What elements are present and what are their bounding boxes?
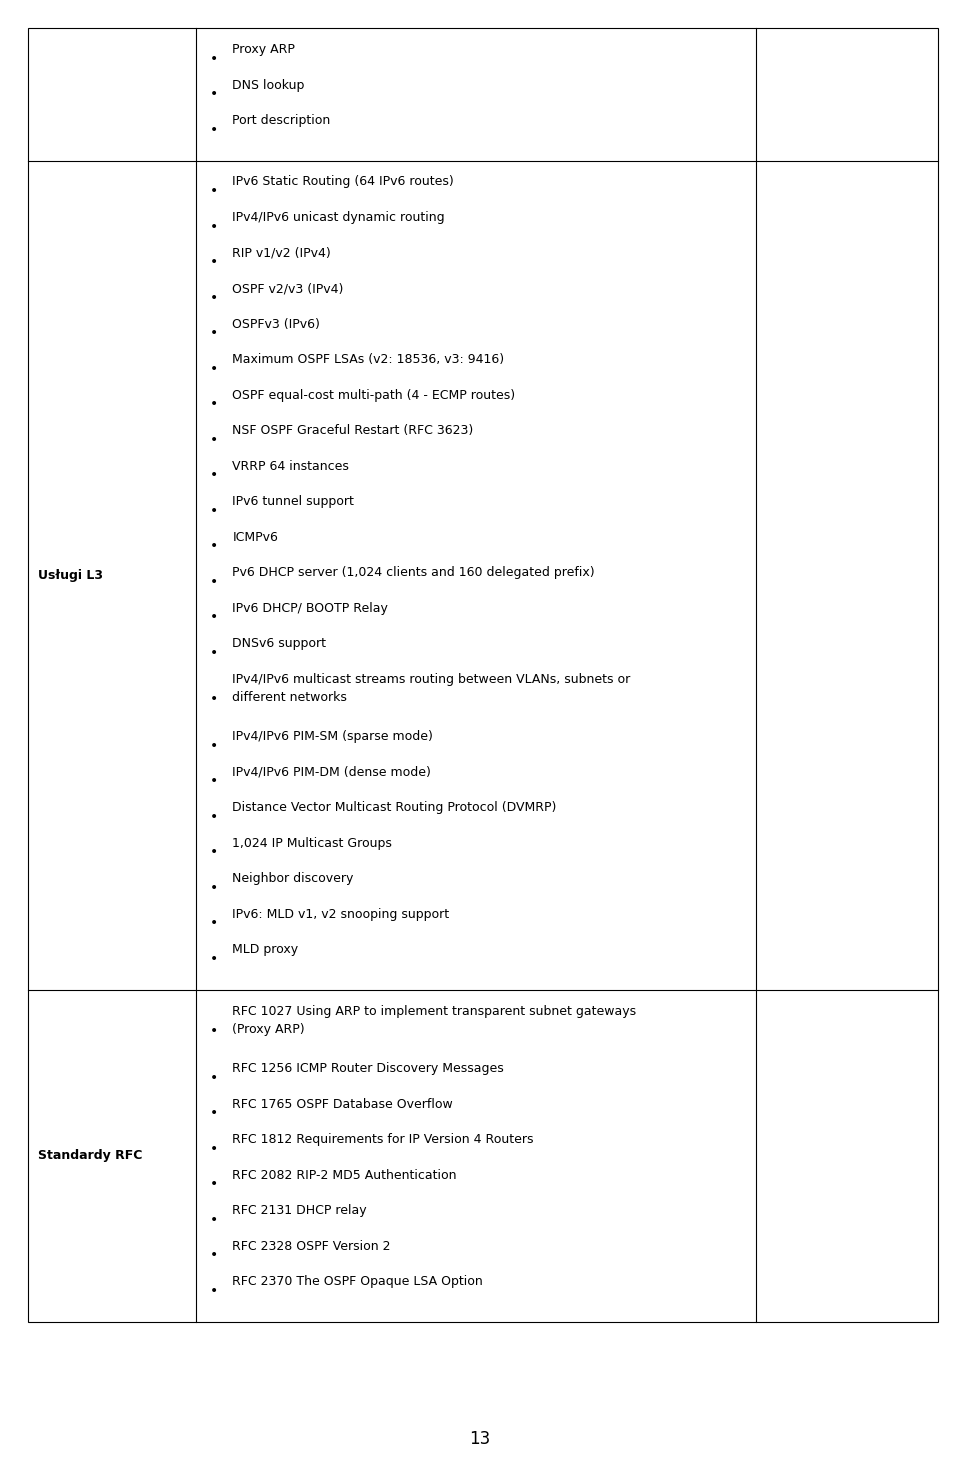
Text: RFC 1812 Requirements for IP Version 4 Routers: RFC 1812 Requirements for IP Version 4 R…: [232, 1134, 534, 1145]
Text: •: •: [210, 1024, 219, 1039]
Text: •: •: [210, 646, 219, 659]
Text: IPv6 tunnel support: IPv6 tunnel support: [232, 495, 354, 508]
Text: •: •: [210, 1177, 219, 1191]
Text: •: •: [210, 362, 219, 376]
Text: Pv6 DHCP server (1,024 clients and 160 delegated prefix): Pv6 DHCP server (1,024 clients and 160 d…: [232, 566, 595, 579]
Text: Port description: Port description: [232, 114, 330, 127]
Text: 1,024 IP Multicast Groups: 1,024 IP Multicast Groups: [232, 836, 393, 849]
Text: MLD proxy: MLD proxy: [232, 943, 299, 956]
Text: Proxy ARP: Proxy ARP: [232, 42, 296, 55]
Text: RFC 2082 RIP-2 MD5 Authentication: RFC 2082 RIP-2 MD5 Authentication: [232, 1169, 457, 1182]
Text: IPv4/IPv6 PIM-SM (sparse mode): IPv4/IPv6 PIM-SM (sparse mode): [232, 730, 433, 743]
Bar: [28, 28, 938, 1322]
Text: RFC 2131 DHCP relay: RFC 2131 DHCP relay: [232, 1204, 367, 1217]
Text: RFC 1027 Using ARP to implement transparent subnet gateways
(Proxy ARP): RFC 1027 Using ARP to implement transpar…: [232, 1004, 636, 1036]
Text: •: •: [210, 51, 219, 66]
Text: •: •: [210, 503, 219, 518]
Text: Neighbor discovery: Neighbor discovery: [232, 872, 353, 886]
Text: •: •: [210, 290, 219, 305]
Text: IPv6 DHCP/ BOOTP Relay: IPv6 DHCP/ BOOTP Relay: [232, 601, 388, 614]
Text: IPv4/IPv6 PIM-DM (dense mode): IPv4/IPv6 PIM-DM (dense mode): [232, 766, 431, 779]
Text: OSPF v2/v3 (IPv4): OSPF v2/v3 (IPv4): [232, 282, 344, 295]
Text: •: •: [210, 1284, 219, 1297]
Text: •: •: [210, 951, 219, 966]
Text: •: •: [210, 1249, 219, 1262]
Text: OSPF equal-cost multi-path (4 - ECMP routes): OSPF equal-cost multi-path (4 - ECMP rou…: [232, 388, 516, 401]
Text: •: •: [210, 255, 219, 270]
Text: RFC 1256 ICMP Router Discovery Messages: RFC 1256 ICMP Router Discovery Messages: [232, 1062, 504, 1075]
Text: Usługi L3: Usługi L3: [38, 569, 103, 582]
Text: •: •: [210, 88, 219, 101]
Text: IPv4/IPv6 multicast streams routing between VLANs, subnets or
different networks: IPv4/IPv6 multicast streams routing betw…: [232, 673, 631, 703]
Text: Distance Vector Multicast Routing Protocol (DVMRP): Distance Vector Multicast Routing Protoc…: [232, 801, 557, 814]
Text: •: •: [210, 123, 219, 137]
Text: IPv4/IPv6 unicast dynamic routing: IPv4/IPv6 unicast dynamic routing: [232, 212, 445, 225]
Text: Maximum OSPF LSAs (v2: 18536, v3: 9416): Maximum OSPF LSAs (v2: 18536, v3: 9416): [232, 353, 504, 366]
Text: •: •: [210, 1142, 219, 1156]
Text: •: •: [210, 1071, 219, 1084]
Text: Standardy RFC: Standardy RFC: [38, 1150, 142, 1161]
Text: •: •: [210, 881, 219, 894]
Text: ICMPv6: ICMPv6: [232, 531, 278, 544]
Text: RFC 2328 OSPF Version 2: RFC 2328 OSPF Version 2: [232, 1240, 391, 1252]
Text: VRRP 64 instances: VRRP 64 instances: [232, 460, 349, 473]
Text: •: •: [210, 610, 219, 624]
Text: •: •: [210, 692, 219, 706]
Text: •: •: [210, 775, 219, 788]
Text: •: •: [210, 327, 219, 340]
Text: •: •: [210, 575, 219, 589]
Text: IPv6: MLD v1, v2 snooping support: IPv6: MLD v1, v2 snooping support: [232, 907, 449, 921]
Text: OSPFv3 (IPv6): OSPFv3 (IPv6): [232, 318, 321, 331]
Text: •: •: [210, 220, 219, 233]
Text: •: •: [210, 1212, 219, 1227]
Text: NSF OSPF Graceful Restart (RFC 3623): NSF OSPF Graceful Restart (RFC 3623): [232, 425, 473, 438]
Text: •: •: [210, 916, 219, 931]
Text: IPv6 Static Routing (64 IPv6 routes): IPv6 Static Routing (64 IPv6 routes): [232, 175, 454, 188]
Text: DNS lookup: DNS lookup: [232, 79, 304, 92]
Text: 13: 13: [469, 1430, 491, 1447]
Text: •: •: [210, 540, 219, 553]
Text: •: •: [210, 468, 219, 483]
Text: •: •: [210, 433, 219, 446]
Text: DNSv6 support: DNSv6 support: [232, 638, 326, 651]
Text: RFC 2370 The OSPF Opaque LSA Option: RFC 2370 The OSPF Opaque LSA Option: [232, 1275, 483, 1288]
Text: •: •: [210, 810, 219, 824]
Text: •: •: [210, 184, 219, 198]
Text: •: •: [210, 845, 219, 859]
Text: RIP v1/v2 (IPv4): RIP v1/v2 (IPv4): [232, 247, 331, 260]
Text: RFC 1765 OSPF Database Overflow: RFC 1765 OSPF Database Overflow: [232, 1097, 453, 1110]
Text: •: •: [210, 1106, 219, 1121]
Text: •: •: [210, 397, 219, 411]
Text: •: •: [210, 738, 219, 753]
